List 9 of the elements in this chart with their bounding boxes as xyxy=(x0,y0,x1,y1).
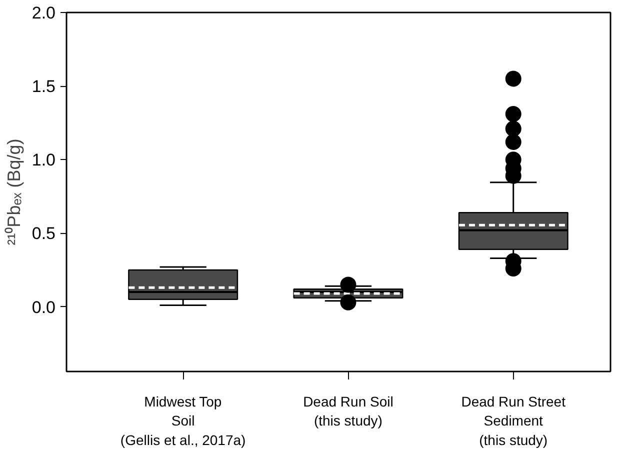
x-tick-label: Midwest Top Soil (Gellis et al., 2017a) xyxy=(120,394,246,448)
x-tick-label: Dead Run Soil (this study) xyxy=(303,394,394,429)
y-tick-label: 1.5 xyxy=(32,77,56,96)
y-tick-label: 0.0 xyxy=(32,298,56,317)
y-tick-label: 1.0 xyxy=(32,150,56,170)
y-tick-label: 2.0 xyxy=(32,4,56,22)
y-axis-title: ²¹⁰Pbₑₓ (Bq/g) xyxy=(4,138,24,246)
y-tick-label: 0.5 xyxy=(32,224,56,244)
x-tick-label: Dead Run Street Sediment (this study) xyxy=(461,394,566,448)
